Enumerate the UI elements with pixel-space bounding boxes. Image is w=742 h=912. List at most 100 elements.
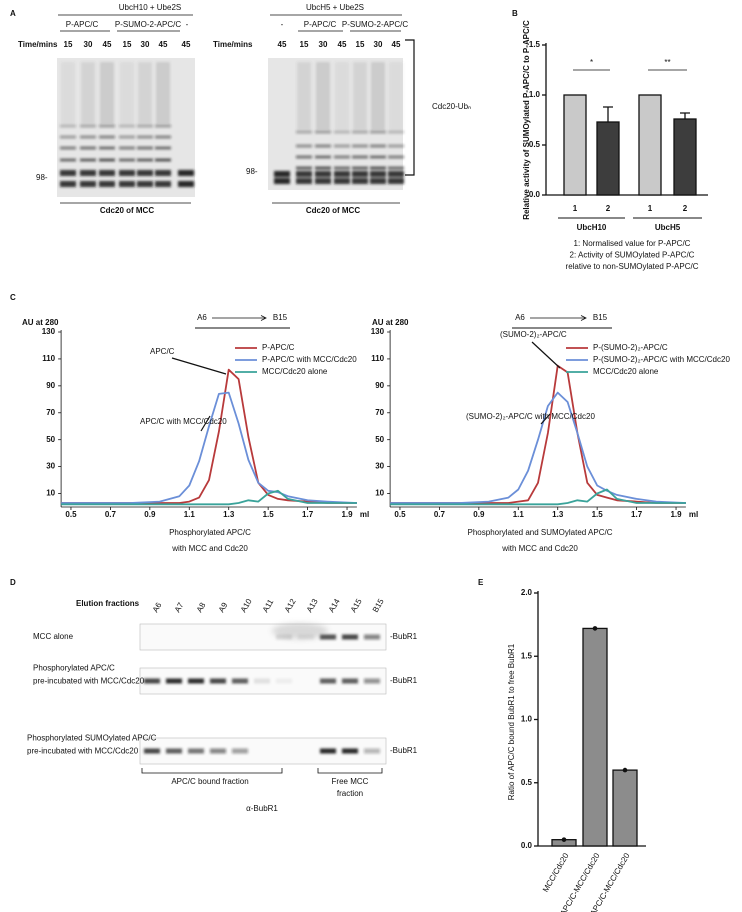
gel-band bbox=[388, 130, 404, 134]
blot-band bbox=[232, 678, 248, 684]
fraction-label: A14 bbox=[327, 597, 342, 614]
gel-bands bbox=[60, 62, 194, 187]
x-tick-label: 0.9 bbox=[144, 510, 156, 519]
x-axis-unit: ml bbox=[360, 510, 369, 519]
data-line bbox=[390, 391, 686, 504]
chart-caption: Phosphorylated APC/C bbox=[169, 528, 251, 537]
lane-group: P-APC/C bbox=[66, 20, 99, 29]
panel-label: B bbox=[512, 9, 518, 18]
fraction-arrow bbox=[212, 315, 267, 321]
blot-band bbox=[320, 748, 336, 754]
gel-header: UbcH10 + Ube2S bbox=[119, 3, 181, 12]
gel-band bbox=[352, 155, 368, 159]
annotation: APC/C bbox=[150, 347, 175, 356]
gel-band bbox=[334, 171, 350, 177]
gel-band bbox=[296, 171, 312, 177]
fraction-label: B15 bbox=[273, 313, 288, 322]
gel-band bbox=[80, 158, 96, 162]
gel-band bbox=[60, 124, 76, 128]
legend-label: P-(SUMO-2)₂-APC/C with MCC/Cdc20 bbox=[593, 355, 730, 364]
panel-label: E bbox=[478, 578, 484, 587]
error-bar bbox=[603, 106, 613, 122]
gel-band bbox=[80, 170, 96, 176]
blot-band bbox=[342, 748, 358, 754]
gel-smear bbox=[335, 62, 349, 130]
gel-band bbox=[60, 158, 76, 162]
y-tick-label: 50 bbox=[46, 435, 55, 444]
gel-band bbox=[119, 181, 135, 187]
gel-band bbox=[137, 181, 153, 187]
blot-band bbox=[166, 748, 182, 754]
gel-band bbox=[60, 181, 76, 187]
blot-band bbox=[364, 748, 380, 754]
x-tick-label: 1.9 bbox=[670, 510, 682, 519]
y-tick-label: 90 bbox=[46, 381, 55, 390]
gel-band bbox=[315, 144, 331, 148]
blot-band bbox=[320, 634, 336, 640]
gel-band bbox=[155, 181, 171, 187]
data-point bbox=[592, 626, 598, 631]
bar bbox=[563, 94, 587, 196]
y-tick-label: 30 bbox=[375, 462, 384, 471]
x-tick-label: 0.7 bbox=[105, 510, 117, 519]
gel-band bbox=[137, 158, 153, 162]
bar bbox=[638, 94, 662, 196]
lane-label: 45 bbox=[338, 40, 347, 49]
fraction-label: A9 bbox=[217, 601, 230, 614]
y-tick-label: 0.5 bbox=[521, 778, 533, 787]
fraction-label: A13 bbox=[305, 597, 320, 614]
lane-label: 30 bbox=[141, 40, 150, 49]
gel-band bbox=[60, 146, 76, 150]
annotation-line bbox=[171, 357, 227, 375]
y-tick-label: 1.5 bbox=[521, 651, 533, 660]
data-line bbox=[61, 391, 357, 504]
blot-smudge bbox=[272, 623, 328, 639]
gel-band bbox=[99, 158, 115, 162]
y-tick-label: 1.0 bbox=[529, 90, 541, 99]
x-tick-label: 1.1 bbox=[513, 510, 525, 519]
lane-label: 45 bbox=[392, 40, 401, 49]
size-marker: 98- bbox=[246, 167, 258, 176]
gel-band bbox=[119, 158, 135, 162]
annotation-line bbox=[531, 341, 561, 369]
x-tick-label: 1 bbox=[573, 204, 578, 213]
y-tick-label: 1.5 bbox=[529, 40, 541, 49]
gel-band bbox=[99, 170, 115, 176]
x-tick-label: 1.5 bbox=[592, 510, 604, 519]
annotation-line bbox=[540, 413, 551, 425]
x-tick-label: MCC/Cdc20 bbox=[541, 851, 571, 894]
x-tick-label: 1 bbox=[648, 204, 653, 213]
gel-band bbox=[155, 124, 171, 128]
gel-band bbox=[352, 166, 368, 170]
gel-band bbox=[99, 124, 115, 128]
gel-smear bbox=[297, 62, 311, 130]
gel-caption: Cdc20 of MCC bbox=[306, 206, 360, 215]
blot-band bbox=[144, 748, 160, 754]
lane-group: - bbox=[186, 20, 189, 29]
legend-label: P-APC/C bbox=[262, 343, 295, 352]
lane-label: 45 bbox=[159, 40, 168, 49]
blot-band bbox=[188, 678, 204, 684]
bar bbox=[596, 121, 620, 196]
gel-band bbox=[274, 178, 290, 184]
row-label: MCC alone bbox=[33, 632, 74, 641]
gel-band bbox=[334, 166, 350, 170]
y-tick-label: 10 bbox=[46, 489, 55, 498]
x-tick-label: 0.5 bbox=[65, 510, 77, 519]
annotation: APC/C with MCC/Cdc20 bbox=[140, 417, 227, 426]
gel-smear bbox=[120, 62, 134, 124]
lane-label: 30 bbox=[319, 40, 328, 49]
gel-band bbox=[296, 144, 312, 148]
gel-band bbox=[99, 146, 115, 150]
fraction-label: A15 bbox=[349, 597, 364, 614]
gel-band bbox=[296, 155, 312, 159]
gel-smear bbox=[371, 62, 385, 130]
error-bar bbox=[680, 112, 690, 119]
blot-title: Elution fractions bbox=[76, 599, 140, 608]
gel-band bbox=[296, 178, 312, 184]
annotation-line bbox=[200, 415, 211, 432]
panel-label: A bbox=[10, 9, 16, 18]
chart-caption: Phosphorylated and SUMOylated APC/C bbox=[468, 528, 613, 537]
y-tick-label: 2.0 bbox=[521, 588, 533, 597]
blot-band bbox=[364, 634, 380, 640]
